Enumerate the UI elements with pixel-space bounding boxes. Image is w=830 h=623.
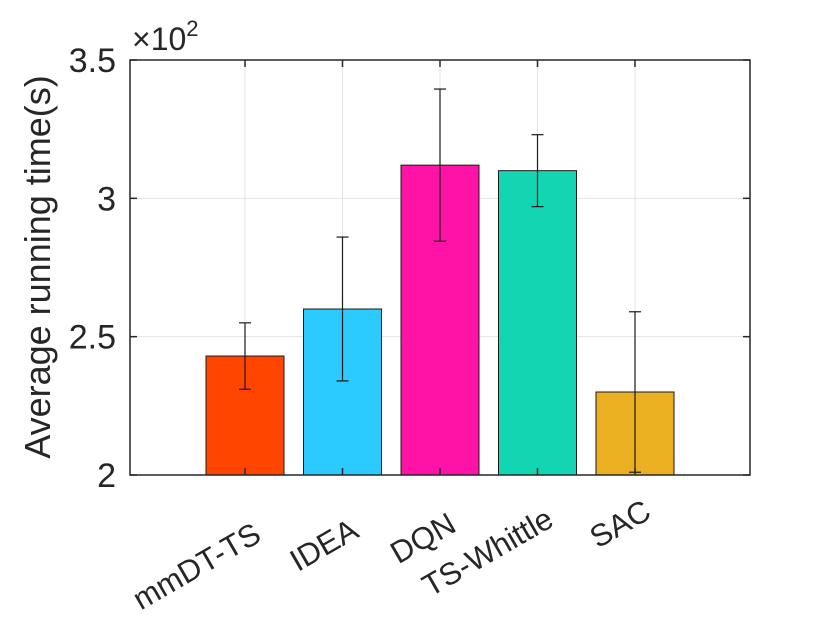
x-tick-label: mmDT-TS <box>127 516 267 617</box>
y-multiplier-base: ×10 <box>132 21 186 57</box>
error-bars <box>239 88 641 473</box>
x-tick-label: IDEA <box>284 512 364 579</box>
y-axis-multiplier: ×102 <box>132 16 199 57</box>
x-tick-label: SAC <box>584 493 657 555</box>
y-tick-label: 3 <box>97 180 116 218</box>
y-multiplier-exponent: 2 <box>186 16 198 41</box>
y-tick-label: 2 <box>97 457 116 495</box>
y-tick-label: 3.5 <box>69 42 116 80</box>
y-axis-title: Average running time(s) <box>17 75 58 459</box>
y-ticks: 2 2.5 3 3.5 <box>69 42 750 495</box>
y-tick-label: 2.5 <box>69 319 116 357</box>
bar-ts-whittle <box>498 170 577 476</box>
